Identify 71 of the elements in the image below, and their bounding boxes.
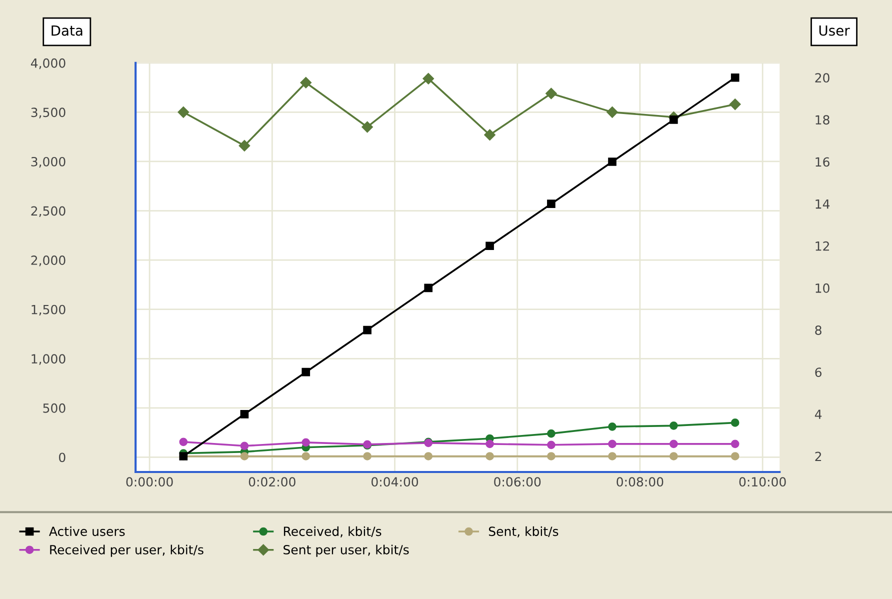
x-tick-label: 0:00:00	[126, 477, 173, 487]
x-tick-label: 0:10:00	[739, 477, 786, 487]
point	[486, 440, 494, 448]
y-tick-label: 500	[43, 403, 66, 413]
point	[670, 440, 678, 448]
point	[730, 440, 740, 448]
point	[363, 326, 372, 334]
point	[238, 140, 250, 152]
point	[363, 452, 372, 460]
legend-label: Sent, kbit/s	[488, 526, 558, 538]
point	[547, 440, 556, 450]
y-tick-label: 3,500	[31, 108, 66, 118]
point	[484, 129, 496, 140]
point	[240, 452, 249, 460]
point	[606, 106, 618, 118]
y2-axis-title: User	[819, 25, 850, 36]
point	[422, 73, 434, 84]
point	[362, 121, 373, 133]
point	[670, 452, 678, 460]
x-tick-label: 0:04:00	[372, 477, 418, 487]
point	[608, 422, 616, 431]
x-tick-label: 0:02:00	[248, 477, 296, 487]
point	[608, 440, 616, 448]
y-axis-title: Data	[52, 25, 82, 36]
legend-label: Active users	[49, 526, 125, 536]
point	[240, 442, 249, 450]
point	[547, 429, 556, 438]
point	[670, 116, 678, 124]
point	[547, 200, 556, 208]
point	[608, 158, 616, 166]
y2-tick-label: 2	[815, 452, 822, 461]
y2-tick-label: 20	[815, 73, 830, 83]
y2-tick-label: 6	[815, 368, 822, 378]
point	[178, 106, 190, 118]
y2-tick-label: 18	[816, 115, 830, 125]
y-tick-label: 1,000	[32, 354, 66, 365]
point	[547, 452, 556, 460]
point	[424, 284, 433, 292]
point	[424, 452, 433, 460]
point	[300, 77, 312, 88]
point	[608, 452, 616, 460]
y-tick-label: 4,000	[30, 58, 66, 70]
point	[240, 410, 249, 418]
point	[302, 438, 310, 447]
point	[302, 452, 310, 460]
y-tick-label: 2,500	[31, 206, 66, 217]
y2-tick-label: 14	[816, 199, 830, 209]
legend-label: Received, kbit/s	[284, 526, 382, 538]
y2-tick-label: 16	[816, 157, 830, 167]
point	[730, 98, 741, 110]
point	[730, 73, 740, 82]
y-tick-label: 3,000	[31, 156, 66, 168]
point	[179, 438, 188, 446]
point	[670, 422, 678, 430]
point	[546, 88, 557, 100]
legend-label: Received per user, kbit/s	[50, 544, 204, 557]
y2-tick-label: 12	[816, 241, 829, 251]
x-tick-label: 0:06:00	[494, 477, 541, 487]
point	[730, 418, 740, 427]
y-tick-label: 1,500	[32, 304, 66, 316]
point	[486, 452, 494, 460]
y2-tick-label: 10	[816, 283, 830, 293]
y2-tick-label: 4	[814, 410, 822, 419]
point	[486, 242, 494, 250]
x-tick-label: 0:08:00	[616, 477, 664, 487]
y2-tick-label: 8	[815, 326, 822, 335]
y-tick-label: 0	[59, 452, 66, 462]
y-tick-label: 2,000	[31, 256, 66, 266]
legend-label: Sent per user, kbit/s	[284, 544, 409, 557]
point	[730, 452, 740, 460]
point	[302, 368, 310, 376]
